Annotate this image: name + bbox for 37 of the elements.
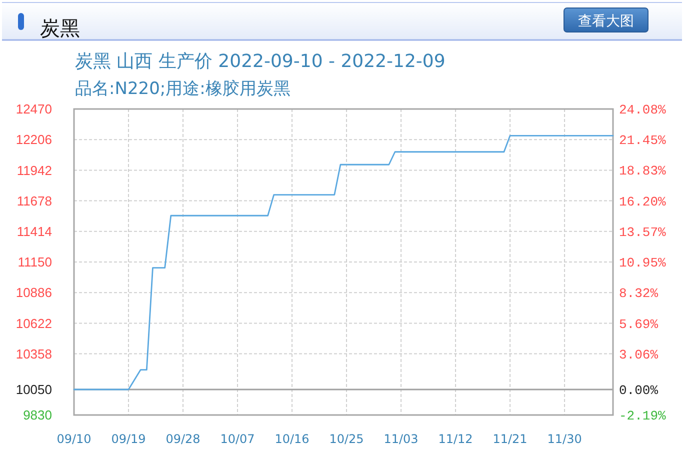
x-tick-label: 10/25 — [329, 432, 364, 446]
y2-tick-label: 13.57% — [619, 224, 666, 240]
chart-title: 炭黑 — [40, 16, 80, 40]
y-tick-label: 10886 — [16, 285, 52, 300]
x-tick-label: 09/10 — [56, 432, 92, 446]
y2-tick-label: 3.06% — [619, 347, 658, 362]
x-tick-label: 11/30 — [547, 432, 582, 446]
y-tick-label: 11150 — [18, 254, 52, 270]
y2-tick-label: 18.83% — [619, 164, 666, 179]
y-tick-label: 11942 — [16, 162, 52, 178]
y-tick-label: 12470 — [16, 102, 52, 117]
y-tick-label: 10358 — [16, 346, 52, 362]
y-tick-label: 10622 — [16, 316, 52, 331]
y2-tick-label: 10.95% — [619, 255, 666, 270]
button: 查看大图 — [564, 8, 648, 32]
x-tick-label: 09/19 — [111, 432, 146, 446]
x-tick-label: 11/12 — [438, 432, 473, 446]
y2-tick-label: 24.08% — [619, 102, 666, 118]
y-tick-label: 12206 — [16, 132, 52, 148]
x-tick-label: 11/03 — [384, 432, 418, 446]
y2-tick-label: -2.19% — [619, 408, 666, 424]
y-tick-label: 11678 — [16, 193, 52, 208]
x-tick-label: 10/07 — [220, 432, 255, 446]
y-tick-label: 10050 — [16, 382, 52, 398]
y2-tick-label: 8.32% — [619, 286, 658, 302]
y2-tick-label: 0.00% — [619, 383, 658, 398]
y2-tick-label: 16.20% — [619, 194, 666, 210]
x-tick-label: 11/21 — [492, 432, 528, 446]
text: 品名:N220;用途:橡胶用炭黑 — [75, 79, 290, 99]
y2-tick-label: 5.69% — [619, 316, 658, 332]
y-tick-label: 11414 — [16, 224, 52, 239]
line-series — [73, 134, 614, 390]
chart-subtitle: 炭黑 山西 生产价 2022-09-10 - 2022-12-09 — [75, 51, 446, 72]
y-tick-label: 9830 — [23, 408, 52, 423]
x-tick-label: 10/16 — [274, 432, 310, 446]
x-tick-label: 09/28 — [166, 432, 200, 446]
y2-tick-label: 21.45% — [619, 133, 666, 148]
